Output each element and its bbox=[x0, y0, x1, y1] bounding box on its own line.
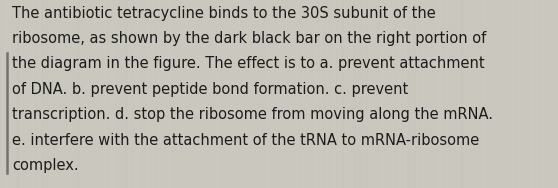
Text: of DNA. b. prevent peptide bond formation. c. prevent: of DNA. b. prevent peptide bond formatio… bbox=[12, 82, 408, 97]
Text: complex.: complex. bbox=[12, 158, 79, 173]
Text: ribosome, as shown by the dark black bar on the right portion of: ribosome, as shown by the dark black bar… bbox=[12, 31, 487, 46]
Text: e. interfere with the attachment of the tRNA to mRNA-ribosome: e. interfere with the attachment of the … bbox=[12, 133, 479, 148]
Text: The antibiotic tetracycline binds to the 30S subunit of the: The antibiotic tetracycline binds to the… bbox=[12, 6, 436, 21]
Text: the diagram in the figure. The effect is to a. prevent attachment: the diagram in the figure. The effect is… bbox=[12, 56, 485, 71]
Text: transcription. d. stop the ribosome from moving along the mRNA.: transcription. d. stop the ribosome from… bbox=[12, 107, 493, 122]
